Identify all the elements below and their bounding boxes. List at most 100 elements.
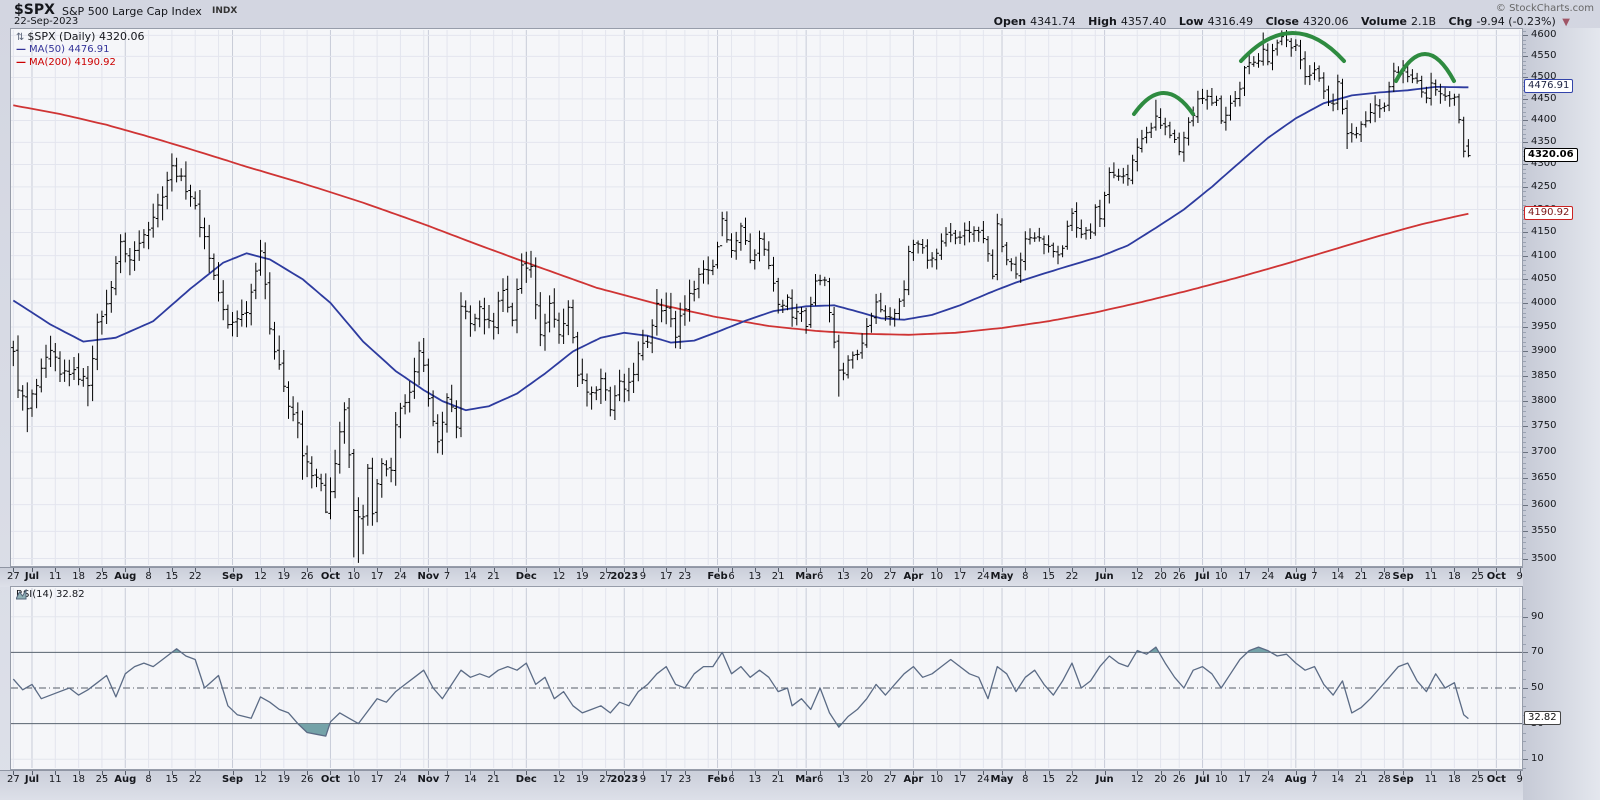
change-label: Chg [1448,15,1473,28]
x-axis-tick [731,771,733,775]
x-axis-tick [1025,568,1027,572]
x-axis-tick [843,568,845,572]
x-axis-label: 17 [953,571,967,582]
price-axis-label: 3500 [1531,552,1557,564]
x-axis-tick [983,771,985,775]
x-axis-label: 9 [639,774,647,785]
price-axis-minor-tick [1523,182,1526,184]
x-axis-label: 9 [639,571,647,582]
x-axis-label: 24 [976,774,990,785]
low-value: 4316.49 [1207,15,1254,28]
x-axis-label: Jul [1195,571,1210,582]
x-axis-label: 27 [6,571,20,582]
x-axis-label: 12 [1130,774,1144,785]
x-axis-tick [400,568,402,572]
rsi-axis-minor-tick [1523,705,1526,707]
x-axis-tick [605,771,607,775]
price-axis-minor-tick [1523,191,1526,193]
price-axis-tick [1523,279,1528,281]
chart-type-icon: ⇅ [16,32,25,43]
x-axis-tick [624,568,626,572]
x-axis-tick [806,771,808,775]
x-axis-tick [890,568,892,572]
x-axis-label: 10 [1214,774,1228,785]
x-axis-label: Sep [221,571,244,582]
price-axis-minor-tick [1523,31,1526,33]
x-axis-label: 21 [771,571,785,582]
price-axis-minor-tick [1523,237,1526,239]
close-label: Close [1265,15,1299,28]
x-axis-label: Oct [320,774,341,785]
x-axis-tick [31,568,33,572]
price-axis-minor-tick [1523,421,1526,423]
x-axis-label: 20 [1154,571,1167,582]
ma50-line-icon: — [16,44,26,55]
price-axis-tick [1523,504,1528,506]
price-axis-minor-tick [1523,107,1526,109]
x-axis-tick [866,771,868,775]
change-down-icon: ▼ [1562,17,1570,28]
x-axis-tick [666,568,668,572]
x-axis-tick [1179,771,1181,775]
x-axis-tick [1025,771,1027,775]
price-axis-minor-tick [1523,195,1526,197]
rsi-axis-minor-tick [1523,679,1526,681]
price-axis-minor-tick [1523,43,1526,45]
rsi-panel: RSI(14) 32.82 [10,586,1523,770]
price-axis-minor-tick [1523,472,1526,474]
x-axis-label: 15 [165,774,179,785]
price-axis-minor-tick [1523,73,1526,75]
x-axis-tick [1048,771,1050,775]
price-axis-minor-tick [1523,312,1526,314]
x-axis-label: 28 [1378,774,1391,785]
rsi-legend: RSI(14) 32.82 [16,589,85,601]
rsi-axis-label: 10 [1531,753,1544,765]
x-axis-tick [558,771,560,775]
x-axis-tick [1048,568,1050,572]
x-axis-label: 18 [1448,571,1461,582]
x-axis-label: 19 [575,571,589,582]
x-axis-label: 22 [188,774,202,785]
price-axis-minor-tick [1523,39,1526,41]
rsi-axis-tick [1523,759,1528,761]
copyright-link[interactable]: © StockCharts.com [1495,3,1594,14]
x-axis-label: 14 [1331,774,1345,785]
x-axis-label: 7 [443,571,451,582]
price-axis-minor-tick [1523,260,1526,262]
price-axis-minor-tick [1523,416,1526,418]
price-axis-label: 4600 [1531,29,1557,41]
price-axis-minor-tick [1523,265,1526,267]
x-axis-label: 27 [599,571,612,582]
x-axis-label: 21 [771,774,785,785]
x-axis-label: Apr [903,774,924,785]
price-axis-label: 3650 [1531,472,1557,484]
x-axis-tick [582,568,584,572]
price-axis-tick [1523,558,1528,560]
x-axis-tick [1221,771,1223,775]
price-axis-tick [1523,142,1528,144]
x-axis-label: 11 [48,774,62,785]
x-axis-label: 15 [165,571,179,582]
price-axis-minor-tick [1523,47,1526,49]
price-axis-minor-tick [1523,341,1526,343]
x-axis-tick [493,568,495,572]
x-axis-tick [1314,568,1316,572]
price-axis-minor-tick [1523,542,1526,544]
x-axis-label: 22 [1065,774,1079,785]
price-axis-minor-tick [1523,94,1526,96]
x-axis-tick [1002,568,1003,572]
price-axis-label: 4350 [1531,136,1557,148]
x-axis-label: 14 [463,774,477,785]
x-axis-tick [1137,771,1139,775]
x-axis-tick [1337,568,1339,572]
x-axis-tick [1384,771,1386,775]
change-value: -9.94 (-0.23%) [1476,15,1556,28]
x-axis-tick [754,771,756,775]
x-axis-tick [1431,568,1433,572]
x-axis-tick [1454,568,1456,572]
x-axis-label: 9 [1516,774,1523,785]
x-axis-label: 18 [72,774,85,785]
price-axis-minor-tick [1523,64,1526,66]
x-axis-tick [400,771,402,775]
